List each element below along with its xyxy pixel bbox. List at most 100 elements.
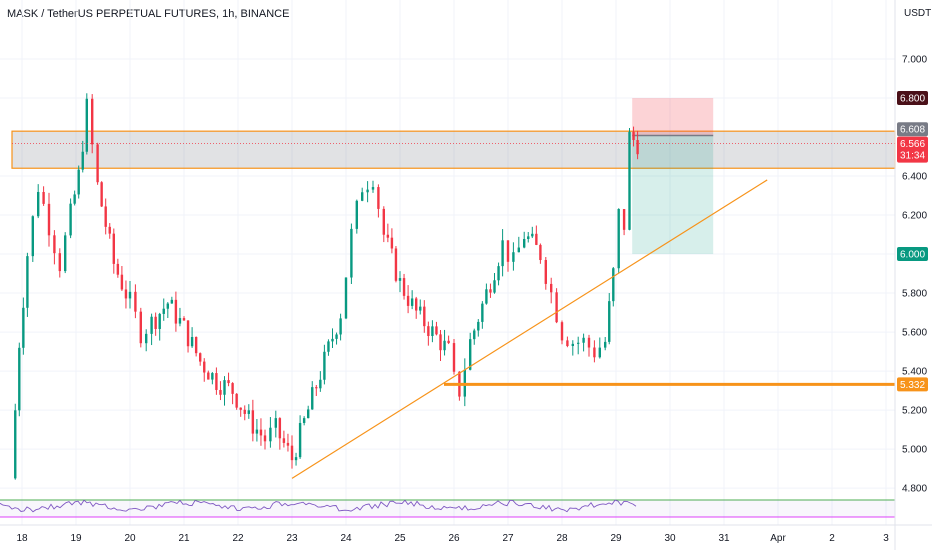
candle-body	[14, 410, 17, 479]
candle-body	[371, 187, 375, 190]
candle-body	[622, 209, 626, 230]
y-tick-label: 6.200	[902, 211, 927, 222]
candle-body	[415, 298, 418, 311]
candle-body	[31, 216, 34, 257]
x-tick-label: 25	[394, 533, 406, 544]
candle-body	[617, 209, 620, 269]
y-tick-label: 7.000	[902, 55, 927, 66]
candle-body	[377, 187, 380, 209]
price-badge-label: 6.800	[900, 94, 925, 105]
candle-body	[85, 98, 88, 152]
candle-body	[517, 247, 520, 253]
chart-zones	[11, 98, 896, 255]
candle-body	[64, 235, 67, 272]
candle-body	[555, 292, 558, 323]
time-axis[interactable]: 18 19 20 21 22 23 24 25 26 27 28 29 30 31 Apr 2 3	[16, 533, 889, 544]
candle-body	[259, 429, 263, 436]
candle-body	[497, 266, 500, 281]
candle-body	[166, 303, 169, 309]
candle-body	[154, 316, 157, 329]
candle-body	[327, 341, 330, 352]
candle-body	[251, 410, 255, 434]
y-tick-label: 4.800	[902, 484, 927, 495]
price-badge	[897, 247, 928, 262]
candle-body	[452, 343, 456, 372]
candle-body	[402, 278, 406, 296]
candle-body	[439, 334, 442, 351]
currency-label: USDT	[904, 8, 931, 19]
supply-zone	[11, 130, 896, 169]
candle-body	[473, 330, 476, 340]
candle-body	[539, 244, 542, 261]
candle-body	[423, 306, 426, 327]
candle-body	[550, 283, 553, 293]
price-badge-label: 6.608	[900, 125, 925, 136]
candle-body	[531, 233, 534, 237]
y-tick-label: 5.200	[902, 406, 927, 417]
candle-body	[112, 233, 115, 264]
rsi-line	[0, 499, 637, 513]
candle-body	[53, 235, 56, 254]
candle-body	[632, 131, 635, 141]
candle-body	[636, 140, 639, 155]
x-tick-label: 22	[232, 533, 244, 544]
candle-body	[243, 409, 246, 414]
price-badge-label: 6.000	[900, 250, 925, 261]
candle-body	[290, 445, 294, 461]
candle-body	[608, 301, 611, 342]
rsi-band-fill	[0, 500, 895, 517]
trendline	[291, 179, 768, 479]
candle-body	[255, 429, 259, 434]
candle-body	[582, 337, 585, 343]
candle-body	[493, 280, 496, 293]
candle-body	[145, 333, 148, 344]
candle-body	[186, 320, 190, 347]
candle-body	[178, 318, 182, 324]
y-tick-label: 5.000	[902, 445, 927, 456]
candle-body	[506, 240, 510, 262]
x-tick-label: 29	[610, 533, 622, 544]
candle-body	[398, 278, 402, 281]
candle-body	[489, 289, 492, 293]
candle-body	[134, 291, 137, 312]
candle-body	[81, 151, 84, 170]
candle-body	[560, 322, 564, 341]
candle-body	[410, 298, 414, 306]
candle-body	[73, 194, 76, 204]
price-badge-label: 5.332	[900, 380, 925, 391]
candle-body	[604, 341, 607, 348]
x-tick-label: 3	[883, 533, 889, 544]
candle-body	[263, 435, 267, 442]
candle-body	[419, 306, 422, 311]
x-tick-label: 27	[502, 533, 514, 544]
candle-body	[485, 289, 488, 304]
candle-body	[124, 289, 128, 299]
x-tick-label: 2	[829, 533, 835, 544]
candle-body	[406, 295, 410, 306]
candle-body	[235, 393, 238, 408]
candle-body	[527, 236, 530, 239]
candle-body	[211, 373, 214, 380]
x-tick-label: 20	[124, 533, 136, 544]
candle-body	[311, 387, 314, 410]
candle-body	[77, 169, 80, 195]
candle-body	[42, 191, 45, 204]
countdown-label: 31:34	[900, 151, 925, 162]
candle-body	[231, 383, 234, 394]
candle-body	[302, 418, 306, 423]
candle-body	[587, 337, 591, 348]
candle-body	[269, 427, 272, 442]
candle-body	[128, 291, 132, 299]
y-tick-label: 6.400	[902, 172, 927, 183]
candle-body	[286, 442, 290, 446]
candle-body	[104, 206, 107, 227]
candle-body	[223, 380, 226, 395]
candle-body	[628, 131, 631, 230]
candle-body	[335, 334, 338, 339]
candle-body	[69, 203, 72, 236]
candle-body	[577, 342, 580, 344]
candle-body	[323, 351, 326, 380]
candle-body	[598, 347, 601, 358]
candle-body	[18, 347, 21, 411]
